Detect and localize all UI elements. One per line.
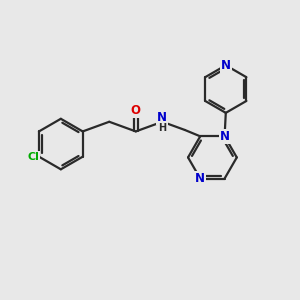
Text: N: N — [220, 130, 230, 143]
Text: H: H — [158, 123, 166, 133]
Text: N: N — [221, 59, 231, 72]
Text: O: O — [131, 104, 141, 117]
Text: Cl: Cl — [27, 152, 39, 162]
Text: N: N — [157, 111, 167, 124]
Text: N: N — [195, 172, 205, 185]
